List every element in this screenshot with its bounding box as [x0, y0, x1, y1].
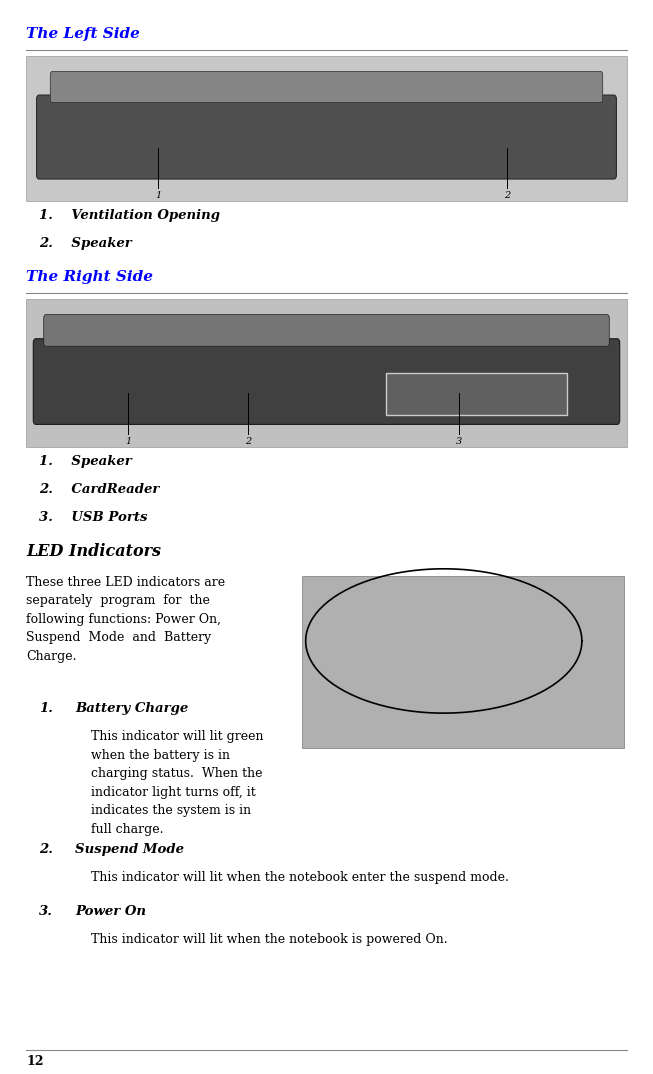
Text: 3.    USB Ports: 3. USB Ports	[39, 511, 148, 524]
Text: Battery Charge: Battery Charge	[75, 702, 188, 715]
Text: This indicator will lit green
when the battery is in
charging status.  When the
: This indicator will lit green when the b…	[91, 730, 264, 836]
Text: 1.    Ventilation Opening: 1. Ventilation Opening	[39, 209, 220, 222]
Text: 2.    CardReader: 2. CardReader	[39, 483, 159, 496]
Text: 12: 12	[26, 1055, 44, 1068]
Text: This indicator will lit when the notebook enter the suspend mode.: This indicator will lit when the noteboo…	[91, 871, 509, 884]
FancyBboxPatch shape	[50, 72, 603, 103]
Text: 1: 1	[125, 437, 131, 446]
Text: 1: 1	[155, 191, 161, 200]
Text: LED Indicators: LED Indicators	[26, 543, 161, 561]
FancyBboxPatch shape	[26, 56, 627, 201]
FancyBboxPatch shape	[302, 576, 624, 748]
Text: 2: 2	[503, 191, 510, 200]
Text: 2: 2	[246, 437, 251, 446]
Text: These three LED indicators are
separately  program  for  the
following functions: These three LED indicators are separatel…	[26, 576, 225, 663]
FancyBboxPatch shape	[26, 299, 627, 447]
Text: This indicator will lit when the notebook is powered On.: This indicator will lit when the noteboo…	[91, 933, 448, 946]
Text: 1.    Speaker: 1. Speaker	[39, 455, 132, 468]
Text: 1.: 1.	[39, 702, 53, 715]
Text: The Left Side: The Left Side	[26, 27, 140, 41]
FancyBboxPatch shape	[44, 315, 609, 346]
Text: 3: 3	[456, 437, 462, 446]
Text: 2.: 2.	[39, 843, 53, 856]
Text: Power On: Power On	[75, 905, 146, 918]
FancyBboxPatch shape	[33, 338, 620, 424]
Text: The Right Side: The Right Side	[26, 270, 153, 284]
Text: 2.    Speaker: 2. Speaker	[39, 237, 132, 250]
FancyBboxPatch shape	[37, 96, 616, 179]
Text: Suspend Mode: Suspend Mode	[75, 843, 184, 856]
Text: 3.: 3.	[39, 905, 53, 918]
FancyBboxPatch shape	[386, 373, 567, 415]
